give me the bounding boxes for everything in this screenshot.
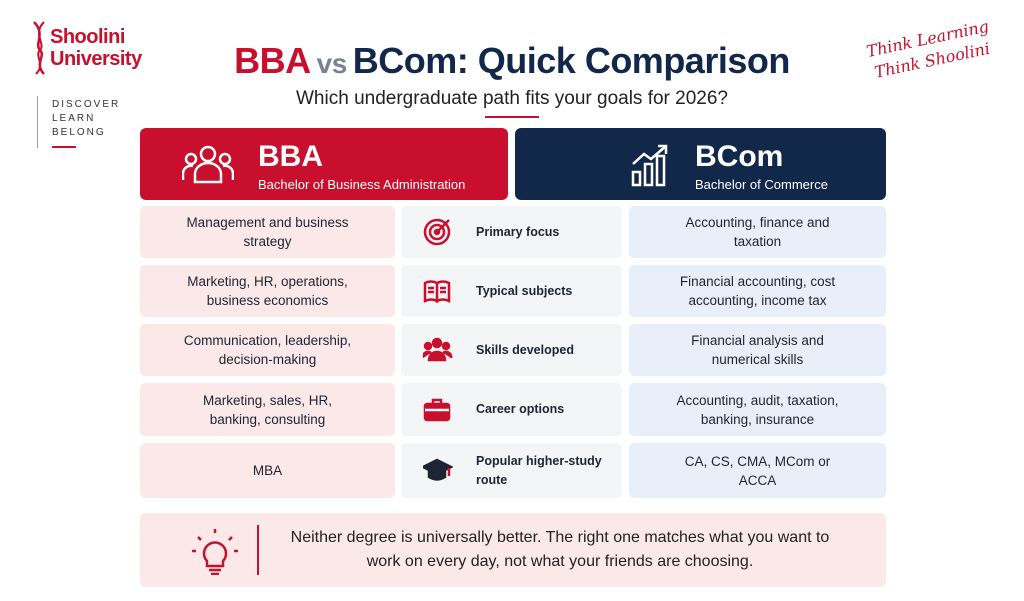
aspect-cell-text: Popular higher-study route: [476, 453, 602, 487]
aspect-cell-text: Career options: [476, 402, 565, 416]
aspect-cell: Career options: [401, 383, 622, 436]
subtitle: Which undergraduate path fits your goals…: [296, 88, 728, 109]
bcom-cell-text: Financial accounting, cost accounting, i…: [679, 274, 836, 308]
bulb-icon: [192, 529, 238, 575]
bba-cell: MBA: [140, 443, 395, 498]
tagline-line: LEARN: [52, 113, 96, 124]
bba-cell: Marketing, sales, HR, banking, consultin…: [140, 383, 395, 436]
note-text: Neither degree is universally better. Th…: [290, 529, 830, 570]
bba-cell-text: Marketing, sales, HR, banking, consultin…: [202, 392, 333, 427]
bba-cell-text: Communication, leadership, decision-maki…: [183, 333, 352, 367]
aspect-cell-text: Primary focus: [476, 224, 560, 239]
bcom-cell: Financial analysis and numerical skills: [629, 324, 886, 376]
aspect-cell-text: Skills developed: [476, 342, 574, 357]
people-icon: [182, 145, 234, 184]
bba-cell: Communication, leadership, decision-maki…: [140, 324, 395, 376]
bba-cell: Management and business strategy: [140, 206, 395, 258]
bcom-cell-text: Accounting, finance and taxation: [685, 215, 830, 249]
divider: [37, 96, 38, 148]
bba-cell-text: Management and business strategy: [186, 215, 349, 249]
bba-header: BBA Bachelor of Business Administration: [140, 128, 508, 200]
bcom-cell: Accounting, audit, taxation, banking, in…: [629, 383, 886, 436]
chart-icon: [631, 144, 668, 187]
bcom-header: BCom Bachelor of Commerce: [515, 128, 886, 200]
aspect-cell-text: Typical subjects: [476, 283, 573, 298]
aspect-cell: Primary focus: [401, 206, 622, 258]
logo-text: Shoolini University: [50, 26, 142, 70]
tagline-line: DISCOVER: [52, 99, 121, 110]
title-bba: BBA: [234, 40, 311, 81]
aspect-cell: Skills developed: [401, 324, 622, 376]
note-box: Neither degree is universally better. Th…: [140, 513, 886, 587]
aspect-icon: [423, 398, 451, 421]
title: BBA vs BCom: Quick Comparison: [0, 40, 1024, 82]
aspect-icon: [423, 337, 453, 362]
bba-cell-text: Marketing, HR, operations, business econ…: [187, 274, 348, 308]
bcom-cell: Accounting, finance and taxation: [629, 206, 886, 258]
title-vs: vs: [316, 48, 348, 79]
bba-title: BBA: [258, 140, 323, 173]
tagline: DISCOVER LEARN BELONG: [52, 98, 120, 140]
title-bcom: BCom: Quick Comparison: [352, 40, 791, 81]
bcom-cell-text: Financial analysis and numerical skills: [691, 333, 824, 367]
bcom-title: BCom: [695, 140, 784, 173]
logo-icon: [33, 21, 45, 75]
bcom-cell-text: CA, CS, CMA, MCom or ACCA: [684, 453, 831, 488]
aspect-icon: [423, 218, 451, 246]
bcom-cell-text: Accounting, audit, taxation, banking, in…: [676, 392, 839, 427]
bcom-subtitle: Bachelor of Commerce: [695, 177, 828, 192]
accent: [485, 116, 539, 118]
bba-subtitle: Bachelor of Business Administration: [258, 177, 466, 192]
accent: [52, 146, 76, 148]
aspect-icon: [423, 458, 453, 481]
aspect-icon: [423, 280, 451, 304]
tagline-line: BELONG: [52, 127, 106, 138]
aspect-cell: Popular higher-study route: [401, 443, 622, 498]
bba-cell-text: MBA: [252, 463, 283, 478]
bcom-cell: CA, CS, CMA, MCom or ACCA: [629, 443, 886, 498]
bba-cell: Marketing, HR, operations, business econ…: [140, 265, 395, 317]
bcom-cell: Financial accounting, cost accounting, i…: [629, 265, 886, 317]
aspect-cell: Typical subjects: [401, 265, 622, 317]
divider: [257, 525, 259, 575]
